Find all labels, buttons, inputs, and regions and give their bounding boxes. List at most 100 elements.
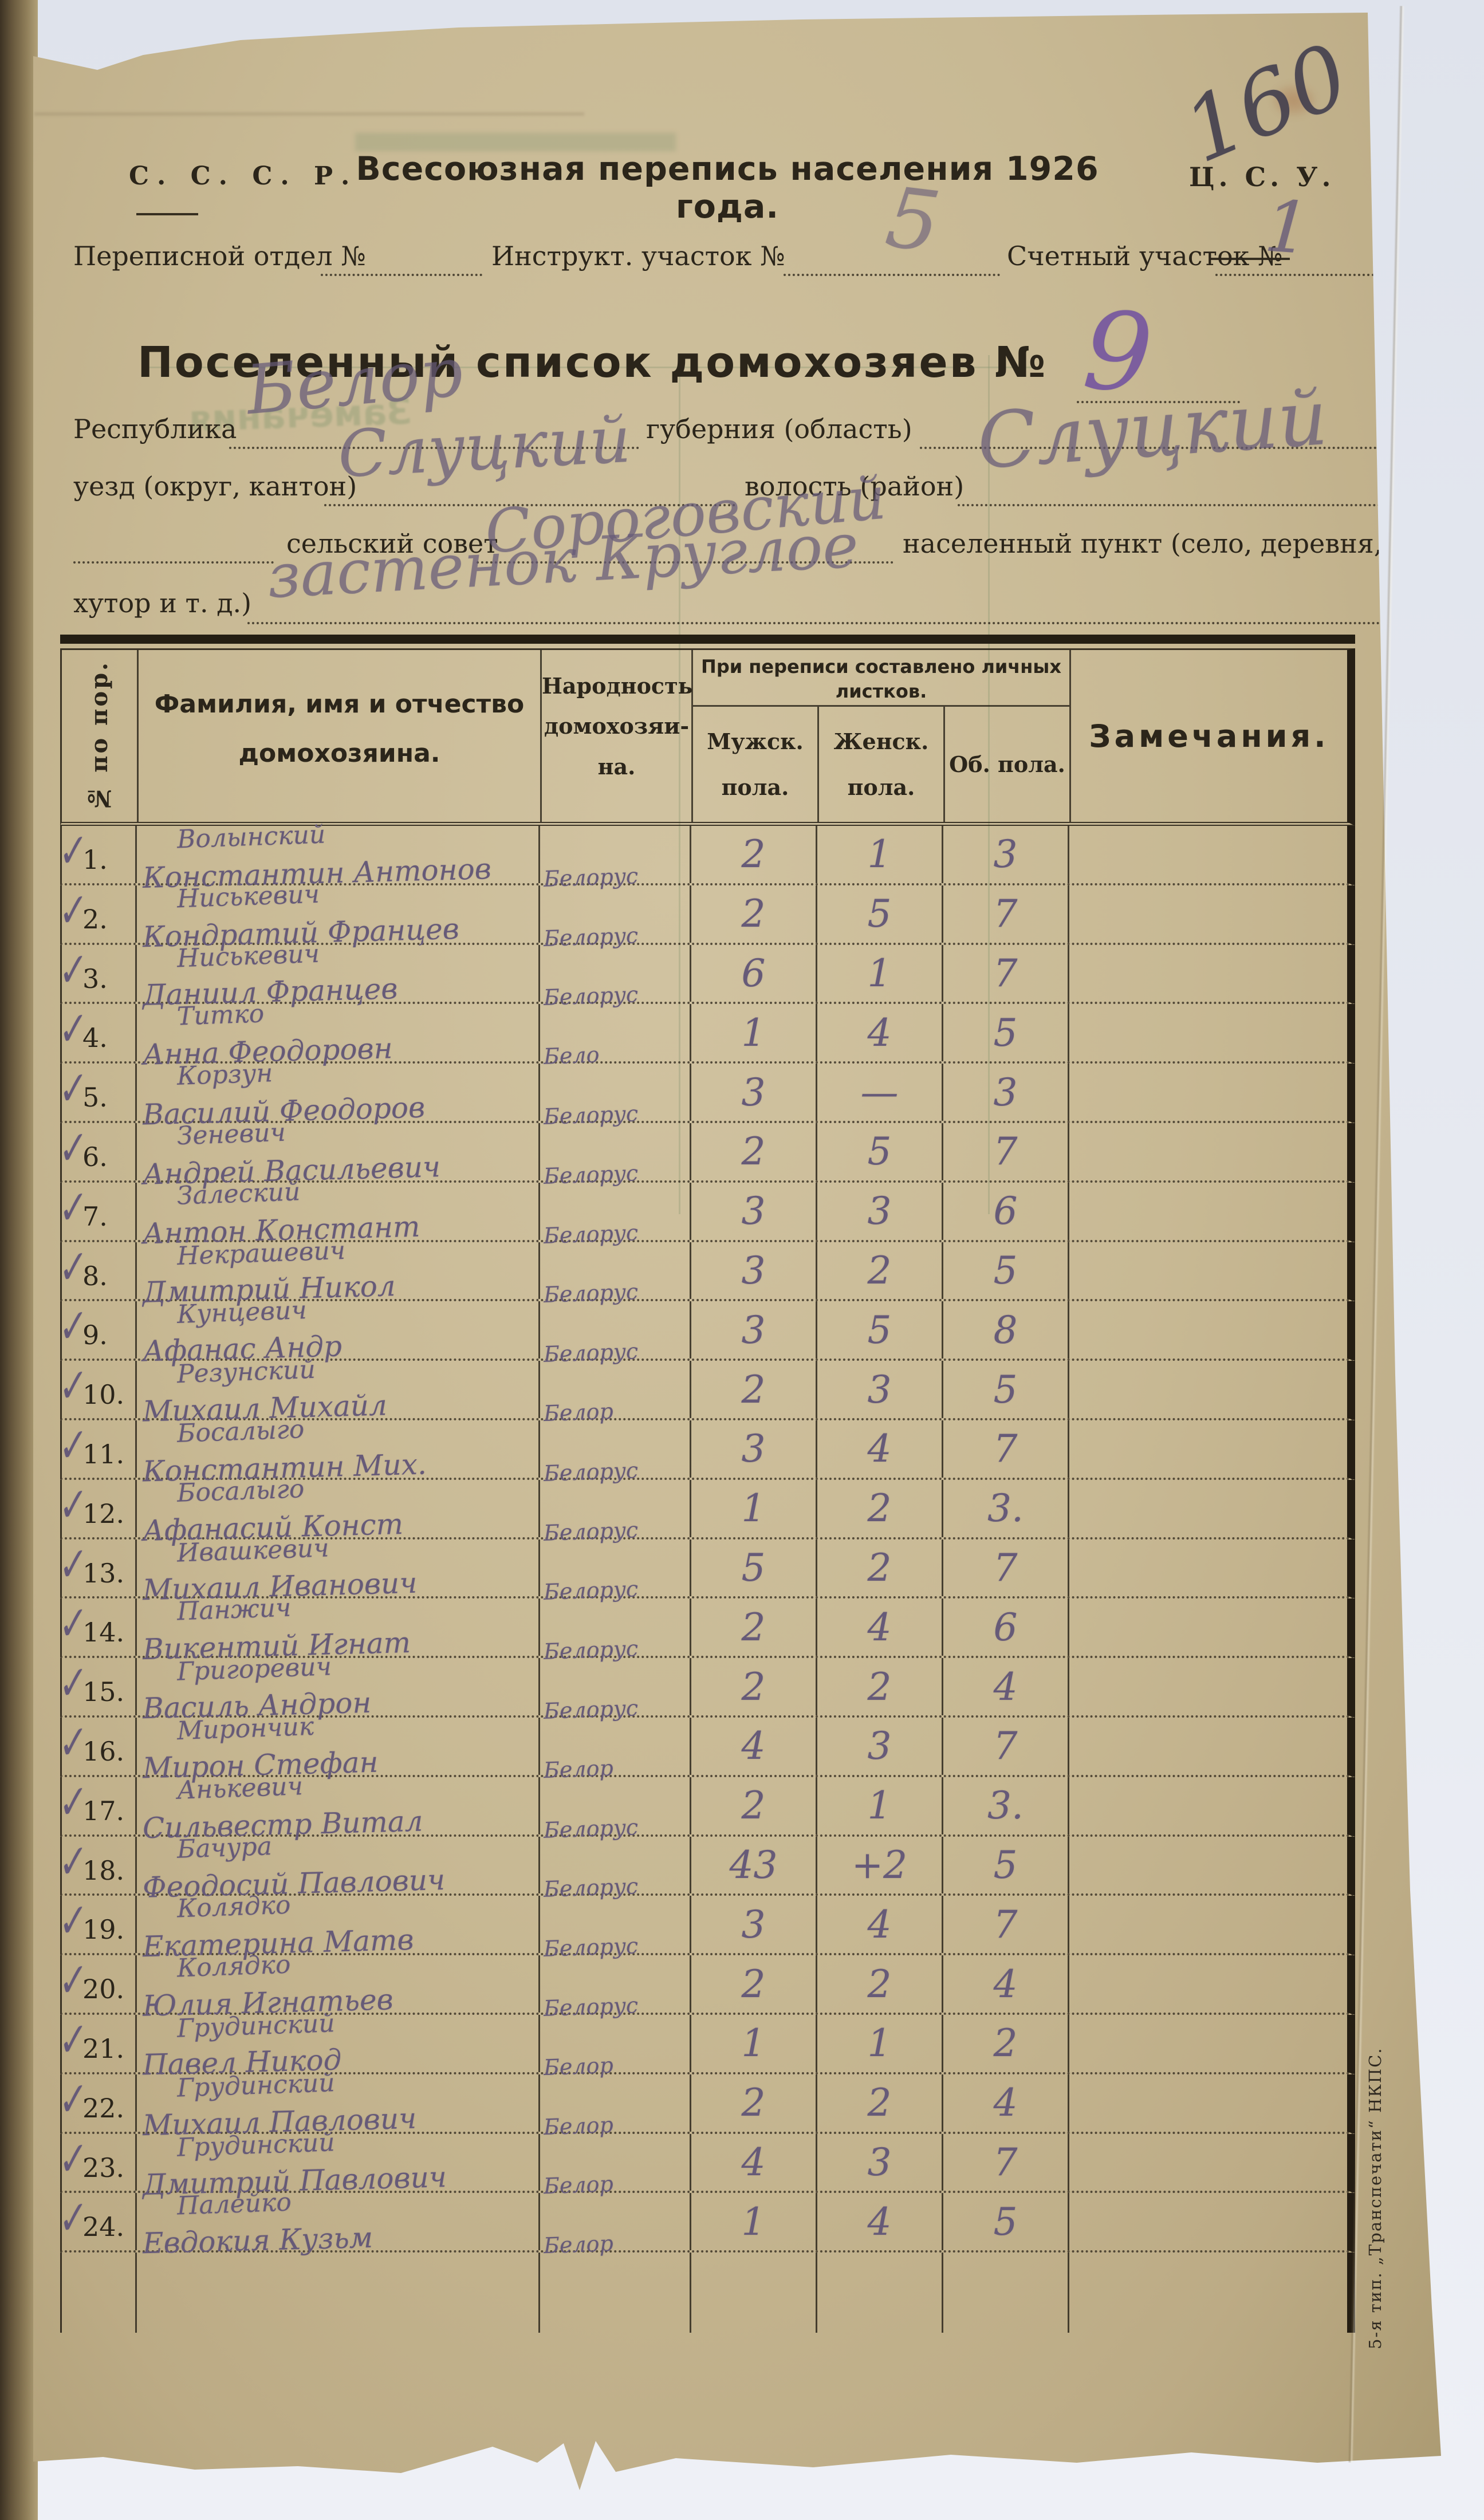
label-uezd: уезд (округ, кантон) [73,471,357,502]
row-number: 10. [82,1379,125,1411]
label-khutor: хутор и т. д.) [73,588,252,619]
remarks-cell [1068,826,1347,883]
male-count: 3 [690,1896,816,1954]
both-count: 2 [942,2014,1068,2072]
schet-number-handwritten: 1 [1262,185,1313,271]
male-count: 2 [690,1598,816,1656]
female-count: 5 [816,1123,942,1180]
both-count: 7 [942,885,1068,943]
female-count: 1 [816,826,942,883]
male-count: 3 [690,1420,816,1478]
male-count: 2 [690,885,816,943]
householder-surname: Титко [176,999,265,1032]
table-row: ✓ 2. Ниськевич Кондратий Францев Белорус… [52,879,1355,954]
female-count: 3 [816,1361,942,1418]
female-count: 2 [816,1955,942,2013]
householder-surname: Анькевич [176,1771,304,1805]
female-count: 2 [816,1658,942,1715]
agency-label: Ц. С. У. [1189,162,1335,192]
row-number: 16. [82,1735,125,1767]
female-count: 3 [816,2133,942,2191]
householder-surname: Босалыго [176,1415,305,1448]
table-header: № по пор. Фамилия, имя и отчество домохо… [60,648,1355,826]
table-row: ✓ 9. Кунцевич Афанас Андр Белорус 3 5 8 [52,1296,1355,1368]
remarks-cell [1068,1717,1347,1775]
table-row: ✓ 12. Босалыго Афанасий Конст Белорус 1 … [52,1474,1355,1548]
row-number: 3. [82,963,108,994]
field-line-schet [1215,274,1441,276]
both-count: 3. [942,1777,1068,1834]
female-count: 1 [816,944,942,1002]
both-count: 7 [942,944,1068,1002]
table-body: ✓ 1. Волынский Константин Антонов Белору… [52,820,1355,2260]
label-volost: волость (район) [745,471,965,502]
householder-surname: Панжич [176,1593,292,1627]
field-label-otdel: Переписной отдел № [73,241,366,271]
both-count: 3 [942,1064,1068,1121]
remarks-cell [1068,1361,1347,1418]
row-number: 13. [82,1557,125,1589]
both-count: 4 [942,1658,1068,1715]
field-line-instr [784,274,1000,276]
male-count: 2 [690,826,816,883]
row-number: 14. [82,1617,125,1648]
paper-crease [34,112,584,116]
both-count: 7 [942,1896,1068,1954]
table-row: ✓ 10. Резунский Михаил Михайл Белор 2 3 … [52,1355,1355,1428]
female-count: 3 [816,1717,942,1775]
both-count: 7 [942,1420,1068,1478]
table-row: ✓ 11. Босалыго Константин Мих. Белорус 3… [52,1415,1355,1488]
female-count: 4 [816,1598,942,1656]
bleedthrough-line [143,367,1037,368]
female-count: 1 [816,1777,942,1834]
remarks-cell [1068,1955,1347,2013]
rust-stain [1273,85,1315,116]
table-top-rule [60,635,1355,644]
both-count: 5 [942,1242,1068,1300]
page-number-handwritten: 160 [1170,24,1363,183]
table-row: ✓ 20. Колядко Юлия Игнатьев Белорус 2 2 … [52,1950,1355,2023]
male-count: 1 [690,2193,816,2251]
printer-imprint: 5-я тип. „Транспечати“ НКПС. [1365,2047,1385,2350]
label-republic: Республика [73,414,237,444]
row-number: 22. [82,2092,125,2124]
remarks-cell [1068,1420,1347,1478]
line-gubernia [920,447,1441,449]
both-count: 7 [942,1123,1068,1180]
label-punkt: населенный пункт (село, деревня, [903,528,1383,559]
male-count: 1 [690,1479,816,1537]
male-count: 2 [690,1658,816,1715]
male-count: 3 [690,1301,816,1359]
male-count: 1 [690,2014,816,2072]
female-count: 2 [816,1242,942,1300]
male-count: 3 [690,1182,816,1240]
line-volost [958,504,1441,506]
khutor-handwritten: застенок Круглое [265,510,860,612]
label-selsovet: сельский совет [286,528,498,559]
both-count: 5 [942,1361,1068,1418]
table-column-extensions [60,2253,1355,2333]
table-row: ✓ 17. Анькевич Сильвестр Витал Белорус 2… [52,1771,1355,1845]
table-row: ✓ 14. Панжич Викентий Игнат Белорус 2 4 … [52,1593,1355,1666]
female-count: — [816,1064,942,1121]
table-row: ✓ 1. Волынский Константин Антонов Белору… [52,820,1355,895]
householder-surname: Корзун [176,1058,274,1092]
female-count: 2 [816,2074,942,2132]
row-number: 1. [82,844,108,875]
female-count: 2 [816,1479,942,1537]
female-count: 1 [816,2014,942,2072]
householder-surname: Ниськевич [176,879,320,914]
table-row: ✓ 13. Ивашкевич Михаил Иванович Белорус … [52,1533,1355,1607]
householder-surname: Ивашкевич [176,1533,330,1568]
group-subcolumns: Мужск. пола. Женск. пола. Об. пола. [693,707,1069,822]
remarks-cell [1068,1064,1347,1121]
male-count: 5 [690,1539,816,1597]
remarks-cell [1068,2014,1347,2072]
column-header-number: № по пор. [86,660,113,812]
bleedthrough-smudge [355,133,676,151]
householder-surname: Колядко [176,1890,292,1924]
householder-surname: Резунский [176,1354,316,1389]
female-count: 4 [816,1896,942,1954]
table-row: ✓ 7. Залеский Антон Констант Белорус 3 3… [52,1177,1355,1250]
table-row: ✓ 4. Титко Анна Феодоровн Бело 1 4 5 [52,999,1355,1072]
